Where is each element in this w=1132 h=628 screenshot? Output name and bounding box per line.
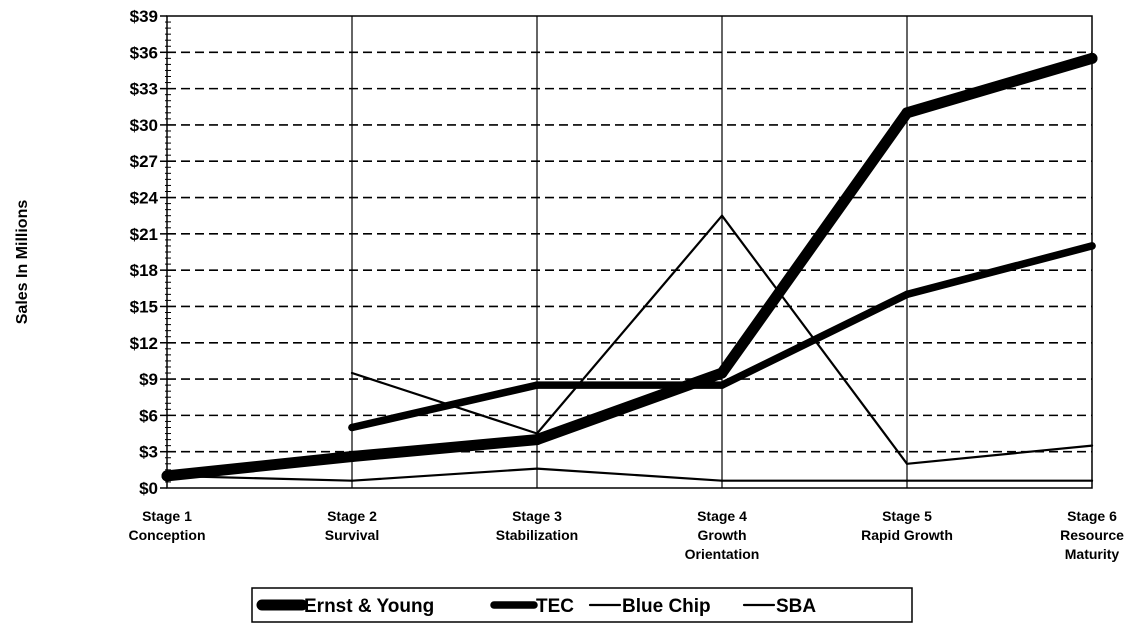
y-tick-label: $36 bbox=[130, 43, 158, 62]
data-point bbox=[718, 381, 726, 389]
y-tick-label: $3 bbox=[139, 443, 158, 462]
data-point bbox=[350, 371, 354, 375]
y-tick-label: $24 bbox=[130, 189, 159, 208]
data-point bbox=[720, 214, 724, 217]
data-point bbox=[535, 432, 539, 435]
data-point bbox=[533, 381, 541, 389]
data-point bbox=[348, 423, 356, 432]
y-tick-label: $15 bbox=[130, 297, 158, 316]
y-tick-label: $0 bbox=[139, 479, 158, 498]
series-lines bbox=[161, 52, 1098, 482]
data-point bbox=[903, 290, 911, 299]
data-point bbox=[905, 479, 909, 482]
y-tick-label: $39 bbox=[130, 7, 158, 26]
data-point bbox=[350, 479, 354, 482]
y-axis-title: Sales In Millions bbox=[14, 200, 31, 325]
data-point bbox=[901, 107, 913, 119]
data-point bbox=[535, 467, 539, 470]
data-point bbox=[531, 434, 543, 446]
legend-label: Blue Chip bbox=[622, 596, 711, 617]
y-tick-label: $27 bbox=[130, 152, 158, 171]
data-point bbox=[716, 367, 728, 379]
gridlines bbox=[167, 16, 1092, 488]
data-point bbox=[346, 451, 358, 463]
plot-border bbox=[166, 15, 1093, 489]
x-tick-label: Stage 4 Growth Orientation bbox=[685, 508, 760, 562]
y-axis-ticks: $0 $3 $6 $9 $12 $15 $18 $21 $24 $27 $30 $33 $36 $39 bbox=[130, 7, 171, 498]
plot-frame bbox=[166, 15, 1093, 489]
data-point bbox=[905, 462, 909, 465]
legend-label: TEC bbox=[536, 596, 574, 617]
y-tick-label: $12 bbox=[130, 334, 158, 353]
data-point bbox=[720, 479, 724, 482]
y-tick-label: $9 bbox=[139, 370, 158, 389]
y-tick-label: $30 bbox=[130, 116, 158, 135]
x-tick-label: Stage 2 Survival bbox=[325, 508, 379, 543]
y-tick-label: $21 bbox=[130, 225, 158, 244]
legend: Ernst & Young TEC Blue Chip SBA bbox=[251, 587, 913, 623]
y-tick-label: $6 bbox=[139, 406, 158, 425]
legend-box bbox=[251, 587, 913, 623]
series-line-ernst-young bbox=[161, 52, 1098, 482]
legend-label: SBA bbox=[776, 596, 816, 617]
x-tick-label: Stage 3 Stabilization bbox=[496, 508, 578, 543]
x-tick-label: Stage 6 Resource Maturity bbox=[1060, 508, 1124, 562]
legend-label: Ernst & Young bbox=[304, 596, 434, 617]
x-tick-label: Stage 1 Conception bbox=[129, 508, 206, 543]
y-tick-label: $18 bbox=[130, 261, 158, 280]
x-tick-label: Stage 5 Rapid Growth bbox=[861, 508, 953, 543]
y-tick-label: $33 bbox=[130, 80, 158, 99]
series-line-sba bbox=[165, 467, 1094, 482]
